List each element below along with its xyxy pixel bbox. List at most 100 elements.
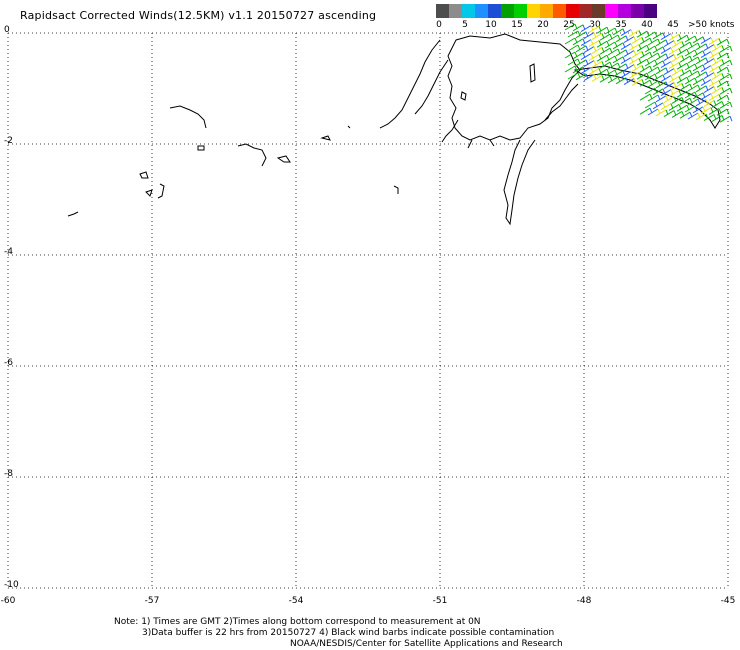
wind-barb bbox=[612, 28, 624, 36]
wind-barb bbox=[703, 72, 715, 80]
wind-barb bbox=[652, 88, 664, 96]
wind-barb bbox=[708, 79, 720, 87]
island-west-b bbox=[237, 143, 267, 167]
wind-barb bbox=[636, 72, 648, 80]
wind-barb bbox=[636, 30, 648, 38]
wind-barb bbox=[623, 64, 635, 72]
wind-barb bbox=[575, 73, 587, 81]
coast-south-chain bbox=[467, 83, 579, 149]
lake-inner-b bbox=[460, 91, 467, 101]
wind-barb bbox=[615, 77, 627, 85]
island-west-f bbox=[67, 211, 79, 217]
y-tick-label: 0 bbox=[4, 25, 10, 35]
wind-barb bbox=[583, 32, 595, 40]
wind-barb bbox=[668, 47, 680, 55]
wind-barb bbox=[636, 58, 648, 66]
wind-barb bbox=[700, 51, 712, 59]
wind-barb bbox=[564, 65, 576, 73]
x-tick-label: -48 bbox=[577, 596, 592, 606]
wind-barb bbox=[708, 37, 720, 45]
wind-barb bbox=[695, 43, 707, 51]
wind-barb bbox=[567, 58, 579, 66]
wind-barb bbox=[564, 51, 576, 59]
wind-barb bbox=[684, 35, 696, 43]
wind-barb bbox=[692, 36, 704, 44]
wind-barb bbox=[711, 44, 723, 52]
wind-barb bbox=[692, 78, 704, 86]
wind-barb bbox=[599, 75, 611, 83]
wind-barb bbox=[644, 45, 656, 53]
wind-barb bbox=[575, 45, 587, 53]
wind-barb bbox=[668, 89, 680, 97]
wind-barb bbox=[639, 79, 651, 87]
wind-barb bbox=[708, 65, 720, 73]
wind-barb bbox=[668, 103, 680, 111]
wind-barb bbox=[671, 54, 683, 62]
wind-barb bbox=[716, 66, 728, 74]
wind-barb bbox=[668, 33, 680, 41]
wind-barb bbox=[604, 27, 616, 35]
note-line-1: Note: 1) Times are GMT 2)Times along bot… bbox=[114, 617, 481, 627]
wind-barb bbox=[652, 102, 664, 110]
wind-barb bbox=[623, 78, 635, 86]
wind-barb bbox=[572, 66, 584, 74]
wind-barb bbox=[599, 61, 611, 69]
wind-barb bbox=[695, 71, 707, 79]
legend-swatch bbox=[488, 4, 501, 18]
wind-barb bbox=[676, 62, 688, 70]
wind-barb bbox=[631, 78, 643, 86]
legend-tick-label: 45 bbox=[667, 20, 679, 30]
island-west-a bbox=[169, 105, 207, 129]
wind-barb bbox=[628, 43, 640, 51]
lake-inner bbox=[529, 63, 536, 83]
wind-barb bbox=[596, 54, 608, 62]
wind-barb bbox=[567, 72, 579, 80]
coastline bbox=[67, 33, 721, 226]
wind-barb bbox=[644, 87, 656, 95]
wind-barb bbox=[564, 37, 576, 45]
wind-barb bbox=[695, 99, 707, 107]
wind-barb bbox=[692, 50, 704, 58]
legend-swatch bbox=[579, 4, 592, 18]
wind-barb bbox=[687, 56, 699, 64]
wind-barb bbox=[655, 109, 667, 117]
island-mid-b bbox=[393, 185, 399, 194]
legend-swatch bbox=[605, 4, 618, 18]
wind-barb-flag bbox=[729, 88, 733, 94]
wind-barb bbox=[596, 26, 608, 34]
wind-barb bbox=[639, 37, 651, 45]
wind-barb bbox=[679, 69, 691, 77]
wind-barb bbox=[708, 51, 720, 59]
wind-barb bbox=[567, 44, 579, 52]
x-tick-label: -45 bbox=[721, 596, 736, 606]
wind-barb bbox=[647, 52, 659, 60]
wind-barb bbox=[631, 64, 643, 72]
wind-barb bbox=[684, 63, 696, 71]
wind-barb bbox=[676, 104, 688, 112]
legend-swatch bbox=[566, 4, 579, 18]
coast-west-islands bbox=[379, 39, 459, 143]
wind-barb bbox=[703, 44, 715, 52]
wind-barb bbox=[719, 101, 731, 109]
wind-barb bbox=[644, 101, 656, 109]
wind-barb bbox=[684, 49, 696, 57]
legend-color-bar bbox=[436, 4, 657, 18]
wind-barb bbox=[655, 53, 667, 61]
wind-barb bbox=[575, 59, 587, 67]
wind-barb bbox=[647, 38, 659, 46]
wind-barb bbox=[719, 115, 731, 123]
wind-barb bbox=[604, 69, 616, 77]
x-tick-label: -57 bbox=[145, 596, 160, 606]
landmass-main bbox=[447, 33, 581, 141]
wind-barb bbox=[711, 100, 723, 108]
wind-barb bbox=[647, 66, 659, 74]
wind-barb bbox=[655, 39, 667, 47]
wind-barb bbox=[708, 107, 720, 115]
wind-barb bbox=[628, 29, 640, 37]
wind-barb bbox=[663, 96, 675, 104]
wind-barb bbox=[679, 55, 691, 63]
wind-barb bbox=[663, 82, 675, 90]
wind-barb bbox=[607, 62, 619, 70]
y-tick-label: -2 bbox=[4, 136, 13, 146]
wind-barb bbox=[687, 112, 699, 120]
